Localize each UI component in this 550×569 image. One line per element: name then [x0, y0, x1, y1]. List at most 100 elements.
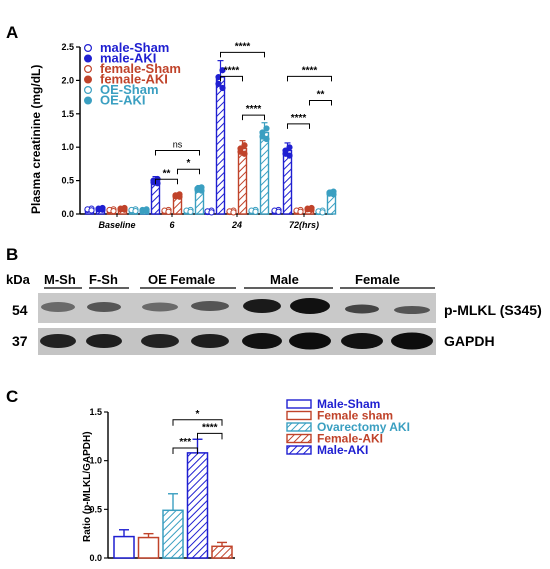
- significance-label: *: [187, 158, 191, 169]
- significance-bracket: [242, 114, 265, 121]
- data-point: [319, 209, 326, 216]
- data-point: [165, 208, 172, 215]
- data-point: [286, 152, 293, 159]
- significance-label: ****: [224, 65, 240, 76]
- lane-label-oe-female: OE Female: [148, 272, 215, 287]
- y-tick-label: 1.0: [89, 456, 102, 466]
- significance-bracket: [172, 447, 198, 455]
- significance-bracket: [172, 419, 223, 426]
- data-point: [132, 207, 139, 215]
- bar: [282, 149, 293, 215]
- significance-label: ****: [235, 41, 251, 52]
- blot-pmlkl-strip: [38, 293, 436, 323]
- blot-gapdh-strip: [38, 328, 436, 355]
- legend-swatch: [286, 445, 312, 455]
- data-point: [99, 206, 106, 213]
- x-tick-label: 6: [169, 220, 175, 230]
- legend-marker: [83, 85, 92, 94]
- legend-swatch: [286, 399, 312, 409]
- significance-label: **: [163, 168, 171, 179]
- bar: [215, 76, 226, 215]
- y-tick-label: 1.5: [61, 109, 74, 119]
- data-point: [110, 207, 117, 215]
- significance-bracket: [220, 51, 265, 58]
- lane-label-female: Female: [355, 272, 400, 287]
- data-point: [286, 144, 293, 151]
- legend-entry: Male-AKI: [317, 443, 368, 457]
- legend-entry: male-Sham: [100, 40, 169, 55]
- y-tick-label: 2.5: [61, 42, 74, 52]
- significance-label: ns: [173, 140, 183, 150]
- bar: [113, 535, 135, 559]
- legend-entry: OE-Sham: [100, 82, 159, 97]
- x-tick-label: 72(hrs): [289, 220, 319, 230]
- data-point: [219, 84, 226, 92]
- significance-label: ****: [291, 113, 307, 124]
- legend-entry: OE-AKI: [100, 93, 146, 108]
- data-point: [241, 150, 248, 157]
- x-tick-label: Baseline: [98, 220, 135, 230]
- data-point: [263, 135, 270, 143]
- kda-label: kDa: [6, 272, 31, 287]
- significance-bracket: [309, 99, 332, 106]
- panel-a-letter: A: [6, 23, 18, 42]
- legend-marker: [83, 64, 92, 73]
- data-point: [237, 145, 244, 152]
- significance-bracket: [287, 75, 332, 82]
- legend-swatch: [286, 422, 312, 432]
- significance-bracket: [220, 75, 243, 82]
- bar: [211, 545, 233, 559]
- x-tick-label: 24: [231, 220, 242, 230]
- bar: [162, 509, 184, 559]
- data-point: [88, 207, 95, 214]
- data-point: [282, 147, 289, 154]
- legend-entry: Female sham: [317, 409, 393, 423]
- significance-label: ***: [179, 437, 191, 448]
- lane-label-male: Male: [270, 272, 299, 287]
- legend-entry: Female-AKI: [317, 432, 383, 446]
- data-point: [275, 208, 282, 215]
- significance-bracket: [197, 432, 223, 440]
- legend-entry: male-AKI: [100, 51, 156, 66]
- y-tick-label: 1.0: [61, 142, 74, 152]
- data-point: [330, 191, 337, 198]
- y-tick-label: 0.0: [89, 553, 102, 563]
- legend-marker: [83, 54, 92, 63]
- blot-label-gapdh: GAPDH: [444, 333, 495, 349]
- panel-c-letter: C: [6, 387, 18, 406]
- legend-marker: [83, 75, 92, 84]
- data-point: [263, 125, 270, 132]
- data-point: [215, 73, 222, 81]
- bar: [186, 452, 209, 559]
- y-tick-label: 0.0: [61, 209, 74, 219]
- data-point: [187, 208, 194, 215]
- legend-swatch: [286, 433, 312, 444]
- y-tick-label: 2.0: [61, 75, 74, 85]
- significance-bracket: [177, 168, 200, 175]
- data-point: [198, 187, 205, 194]
- data-point: [297, 208, 304, 215]
- significance-bracket: [287, 123, 310, 129]
- data-point: [176, 193, 183, 200]
- bar: [259, 131, 270, 215]
- blot-label-pmlkl: p-MLKL (S345): [444, 302, 542, 318]
- y-tick-label: 1.5: [89, 407, 102, 417]
- data-point: [219, 67, 226, 74]
- significance-bracket: [155, 150, 200, 156]
- panel-a-ylabel: Plasma creatinine (mg/dL): [29, 65, 43, 214]
- significance-label: ****: [246, 104, 262, 115]
- legend-entry: Male-Sham: [317, 397, 380, 411]
- bar: [137, 536, 160, 559]
- data-point: [230, 209, 237, 216]
- significance-label: ****: [202, 422, 218, 433]
- bar: [237, 147, 248, 215]
- lane-label-f-sh: F-Sh: [89, 272, 118, 287]
- legend-entry: female-AKI: [100, 72, 168, 87]
- data-point: [154, 180, 161, 187]
- data-point: [259, 129, 266, 136]
- panel-c-ylabel: Ratio (p-MLKL/GAPDH): [82, 431, 93, 542]
- kda-54: 54: [12, 302, 28, 318]
- significance-label: ****: [302, 65, 318, 76]
